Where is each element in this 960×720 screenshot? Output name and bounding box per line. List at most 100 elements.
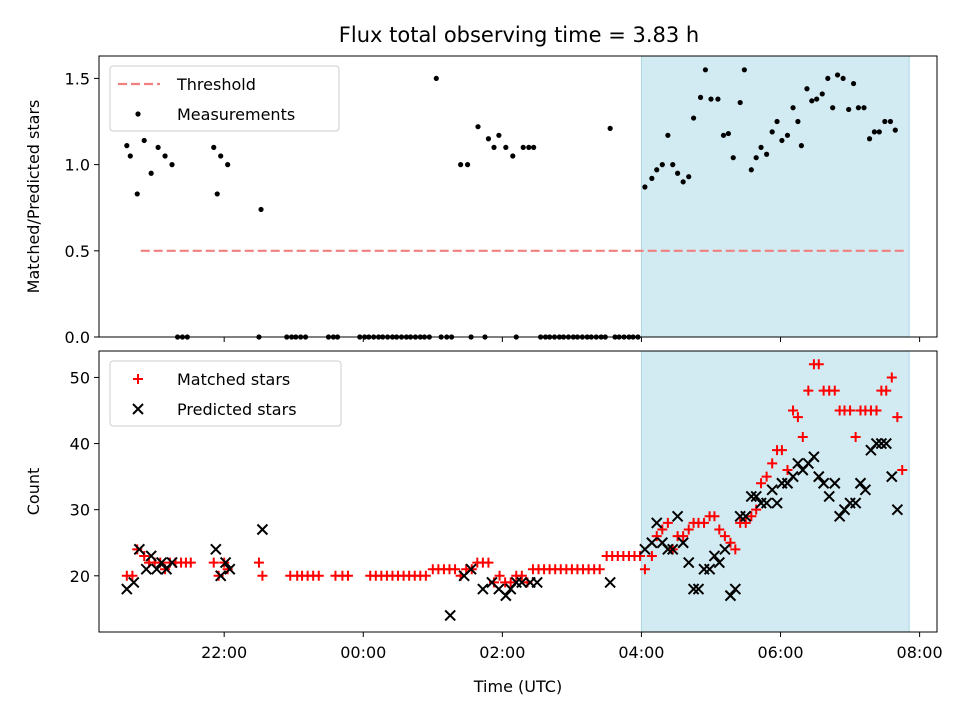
data-point xyxy=(594,564,605,575)
data-point xyxy=(531,144,537,150)
legend-predicted-swatch xyxy=(132,403,144,415)
data-point xyxy=(185,557,196,568)
data-point xyxy=(127,570,138,581)
data-point xyxy=(870,437,883,450)
data-point xyxy=(833,510,846,523)
data-point xyxy=(724,589,737,602)
data-point xyxy=(671,510,684,523)
data-point xyxy=(151,563,163,575)
data-point xyxy=(850,80,857,87)
data-point xyxy=(699,517,710,528)
data-point xyxy=(741,67,747,73)
data-point xyxy=(651,517,663,529)
data-point xyxy=(886,470,898,483)
data-point xyxy=(766,484,778,496)
data-point xyxy=(709,511,720,522)
data-point xyxy=(730,155,736,161)
legend-label: Matched stars xyxy=(177,370,290,389)
data-point xyxy=(662,517,673,528)
data-point xyxy=(256,523,269,536)
data-point xyxy=(809,98,815,104)
legend: Threshold Measurements xyxy=(109,65,340,132)
data-point xyxy=(607,125,613,132)
data-point xyxy=(882,118,888,125)
data-point xyxy=(491,144,497,150)
data-point xyxy=(774,118,780,125)
data-point xyxy=(859,484,872,496)
data-point xyxy=(692,583,705,595)
data-point xyxy=(500,589,512,602)
data-point xyxy=(475,124,481,130)
data-point xyxy=(208,557,219,568)
data-point xyxy=(767,458,778,469)
data-point xyxy=(715,96,721,102)
data-point xyxy=(792,457,804,470)
y-tick-label: 20 xyxy=(70,567,90,586)
data-point xyxy=(677,537,689,549)
data-point xyxy=(708,550,721,562)
legend-label: Measurements xyxy=(177,105,295,124)
data-point xyxy=(531,576,543,589)
data-point xyxy=(861,105,867,111)
legend-box xyxy=(109,65,340,132)
x-tick-label: 06:00 xyxy=(757,643,803,662)
data-point xyxy=(808,451,820,463)
data-point xyxy=(683,556,695,569)
data-point xyxy=(458,162,464,168)
data-point xyxy=(854,477,867,489)
data-point xyxy=(746,511,757,522)
data-point xyxy=(683,524,694,535)
data-point xyxy=(642,184,648,190)
data-point xyxy=(795,118,801,125)
data-point xyxy=(719,543,731,556)
y-axis-label: Matched/Predicted stars xyxy=(24,100,43,294)
data-point xyxy=(225,162,231,168)
data-point xyxy=(753,155,759,161)
data-point xyxy=(720,132,727,138)
data-point xyxy=(127,153,133,159)
data-point xyxy=(764,151,770,157)
data-point xyxy=(730,544,741,555)
data-point xyxy=(687,583,700,595)
legend-box xyxy=(109,360,342,427)
data-point xyxy=(139,550,150,561)
data-point xyxy=(758,144,764,150)
data-point xyxy=(214,191,220,197)
data-point xyxy=(819,91,825,97)
x-tick-label: 08:00 xyxy=(897,643,943,662)
data-point xyxy=(211,144,217,150)
data-point xyxy=(503,144,509,150)
data-point xyxy=(635,550,646,561)
x-tick-label: 00:00 xyxy=(340,643,386,662)
data-point xyxy=(892,412,903,423)
data-point xyxy=(686,174,692,180)
data-point xyxy=(675,170,681,176)
data-point xyxy=(702,67,709,73)
y-tick-label: 40 xyxy=(70,435,90,454)
legend-measurement-swatch xyxy=(135,111,141,117)
data-point xyxy=(639,564,650,575)
data-point xyxy=(829,477,841,489)
data-point xyxy=(667,543,679,556)
data-point xyxy=(649,175,655,181)
data-point xyxy=(813,359,824,370)
data-point xyxy=(792,412,803,423)
data-point xyxy=(505,577,516,588)
data-point xyxy=(313,570,324,581)
data-point xyxy=(740,510,752,523)
data-point xyxy=(782,465,793,476)
data-point xyxy=(662,543,674,556)
axes-frame xyxy=(98,55,938,338)
data-point xyxy=(651,531,662,542)
data-point xyxy=(813,470,825,483)
data-point xyxy=(485,136,492,142)
data-point xyxy=(729,583,742,595)
legend-matched-swatch xyxy=(133,374,143,384)
data-point xyxy=(850,431,861,442)
data-point xyxy=(804,86,810,92)
data-point xyxy=(690,115,697,121)
data-point xyxy=(214,570,227,582)
data-point xyxy=(745,490,758,503)
data-point xyxy=(779,137,785,144)
data-point xyxy=(654,167,660,173)
